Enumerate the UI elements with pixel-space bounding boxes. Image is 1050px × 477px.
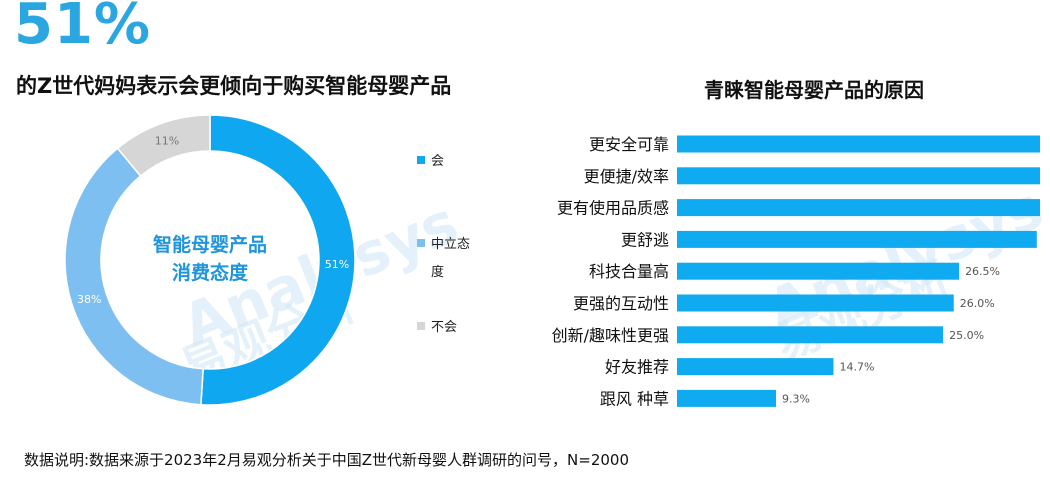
legend-label-neutral-1: 中立态	[431, 237, 471, 252]
bar-category-label: 科技合量高	[589, 262, 669, 281]
bar	[677, 389, 776, 407]
footnote: 数据说明:数据来源于2023年2月易观分析关于中国Z世代新母婴人群调研的问号，N…	[24, 451, 630, 469]
bar	[677, 135, 1040, 153]
bar-category-label: 创新/趣味性更强	[552, 326, 669, 345]
bar-category-label: 更便捷/效率	[584, 167, 669, 186]
donut-slice	[116, 114, 211, 178]
bar-category-label: 跟风 种草	[600, 389, 669, 408]
donut-center-line-2: 消费态度	[171, 262, 248, 284]
right-chart-title: 青睐智能母婴产品的原因	[704, 78, 924, 102]
bar-category-label: 更有使用品质感	[557, 199, 669, 218]
reasons-bar-chart: 更安全可靠44.1%更便捷/效率43.1%更有使用品质感35.8%更舒逃33.8…	[552, 135, 1040, 408]
bar-category-label: 更强的互动性	[573, 294, 669, 313]
donut-value-label: 51%	[325, 258, 349, 271]
bar-value-label: 26.5%	[965, 265, 1000, 278]
donut-slice	[64, 147, 204, 406]
bar	[677, 294, 954, 312]
bar	[677, 358, 834, 376]
legend-swatch-neutral	[417, 239, 425, 247]
donut-chart: 51% 38% 11%	[64, 114, 356, 406]
bar	[677, 199, 1040, 217]
headline-percent: 51%	[14, 0, 152, 57]
donut-value-label: 38%	[77, 293, 101, 306]
legend-swatch-no	[417, 322, 425, 330]
donut-center-line-1: 智能母婴产品	[152, 234, 267, 256]
bar-value-label: 26.0%	[960, 297, 995, 310]
bar	[677, 230, 1037, 248]
bar	[677, 262, 960, 280]
bar	[677, 167, 1040, 185]
bar-value-label: 9.3%	[782, 392, 810, 405]
donut-slice	[200, 114, 356, 406]
donut-value-label: 11%	[155, 135, 179, 148]
legend-label-neutral-2: 度	[431, 265, 445, 280]
bar-value-label: 25.0%	[949, 329, 984, 342]
bar-category-label: 更舒逃	[621, 230, 669, 249]
legend-swatch-will	[417, 156, 425, 164]
bar-category-label: 好友推荐	[605, 358, 669, 377]
bar-value-label: 14.7%	[839, 361, 874, 374]
bar-category-label: 更安全可靠	[589, 135, 669, 154]
bar	[677, 326, 944, 344]
left-chart-title: 的Z世代妈妈表示会更倾向于购买智能母婴产品	[16, 74, 452, 98]
legend-label-will: 会	[431, 154, 445, 169]
legend-label-no: 不会	[431, 320, 458, 335]
